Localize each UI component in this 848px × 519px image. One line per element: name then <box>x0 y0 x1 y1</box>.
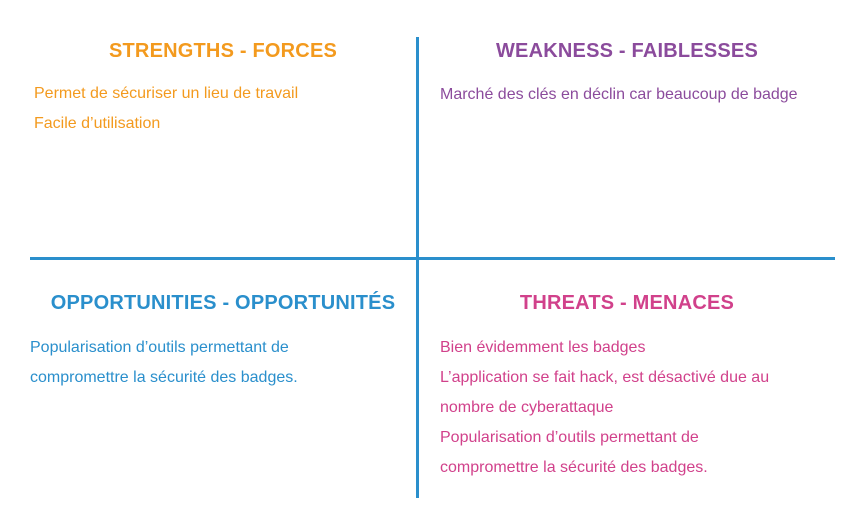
opportunities-list: Popularisation d’outils permettant de co… <box>30 333 298 393</box>
weakness-item: Marché des clés en déclin car beaucoup d… <box>440 86 798 103</box>
threats-title: THREATS - MENACES <box>519 292 735 314</box>
strengths-list: Permet de sécuriser un lieu de travail F… <box>34 79 298 139</box>
vertical-divider <box>416 37 419 498</box>
horizontal-divider <box>30 257 835 260</box>
weakness-list: Marché des clés en déclin car beaucoup d… <box>440 80 798 110</box>
threats-list: Bien évidemment les badges L’application… <box>440 333 769 483</box>
opportunities-item: compromettre la sécurité des badges. <box>30 369 298 386</box>
strengths-title: STRENGTHS - FORCES <box>108 40 338 62</box>
threats-item: compromettre la sécurité des badges. <box>440 459 708 476</box>
opportunities-item: Popularisation d’outils permettant de <box>30 339 289 356</box>
strengths-item: Permet de sécuriser un lieu de travail <box>34 85 299 102</box>
strengths-item: Facile d’utilisation <box>34 115 161 132</box>
opportunities-title: OPPORTUNITIES - OPPORTUNITÉS <box>50 292 396 314</box>
threats-item: nombre de cyberattaque <box>440 399 614 416</box>
threats-item: Bien évidemment les badges <box>440 339 646 356</box>
threats-item: L’application se fait hack, est désactiv… <box>440 369 770 386</box>
threats-item: Popularisation d’outils permettant de <box>440 429 699 446</box>
weakness-title: WEAKNESS - FAIBLESSES <box>495 40 758 62</box>
